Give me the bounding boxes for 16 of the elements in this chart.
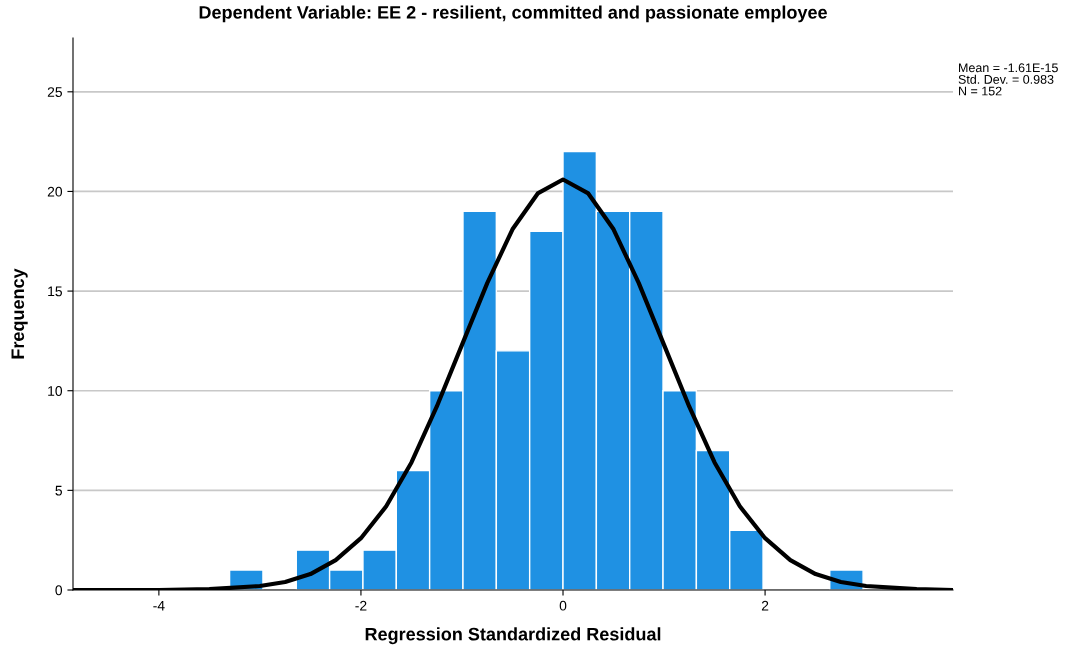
- y-tick-label: 0: [55, 585, 63, 596]
- x-tick-label: 2: [761, 600, 769, 611]
- y-tick-label: 10: [48, 386, 63, 396]
- y-tick-label: 15: [48, 286, 62, 297]
- chart-title: Dependent Variable: EE 2 - resilient, committed and passionate employee: [199, 5, 827, 23]
- y-tick-label: 5: [55, 485, 62, 496]
- x-tick-label: 0: [559, 600, 567, 611]
- x-tick-label: -4: [153, 600, 165, 611]
- x-axis-title: Regression Standardized Residual: [365, 627, 661, 645]
- y-axis-title: Frequency: [11, 268, 28, 359]
- text: N = 152: [959, 86, 1002, 96]
- y-tick-label: 25: [47, 87, 62, 97]
- y-tick-label: 20: [47, 186, 63, 197]
- text: Mean = -1.61E-15: [959, 63, 1058, 73]
- text: Std. Dev. = 0.983: [958, 74, 1054, 84]
- x-tick-label: -2: [355, 600, 367, 611]
